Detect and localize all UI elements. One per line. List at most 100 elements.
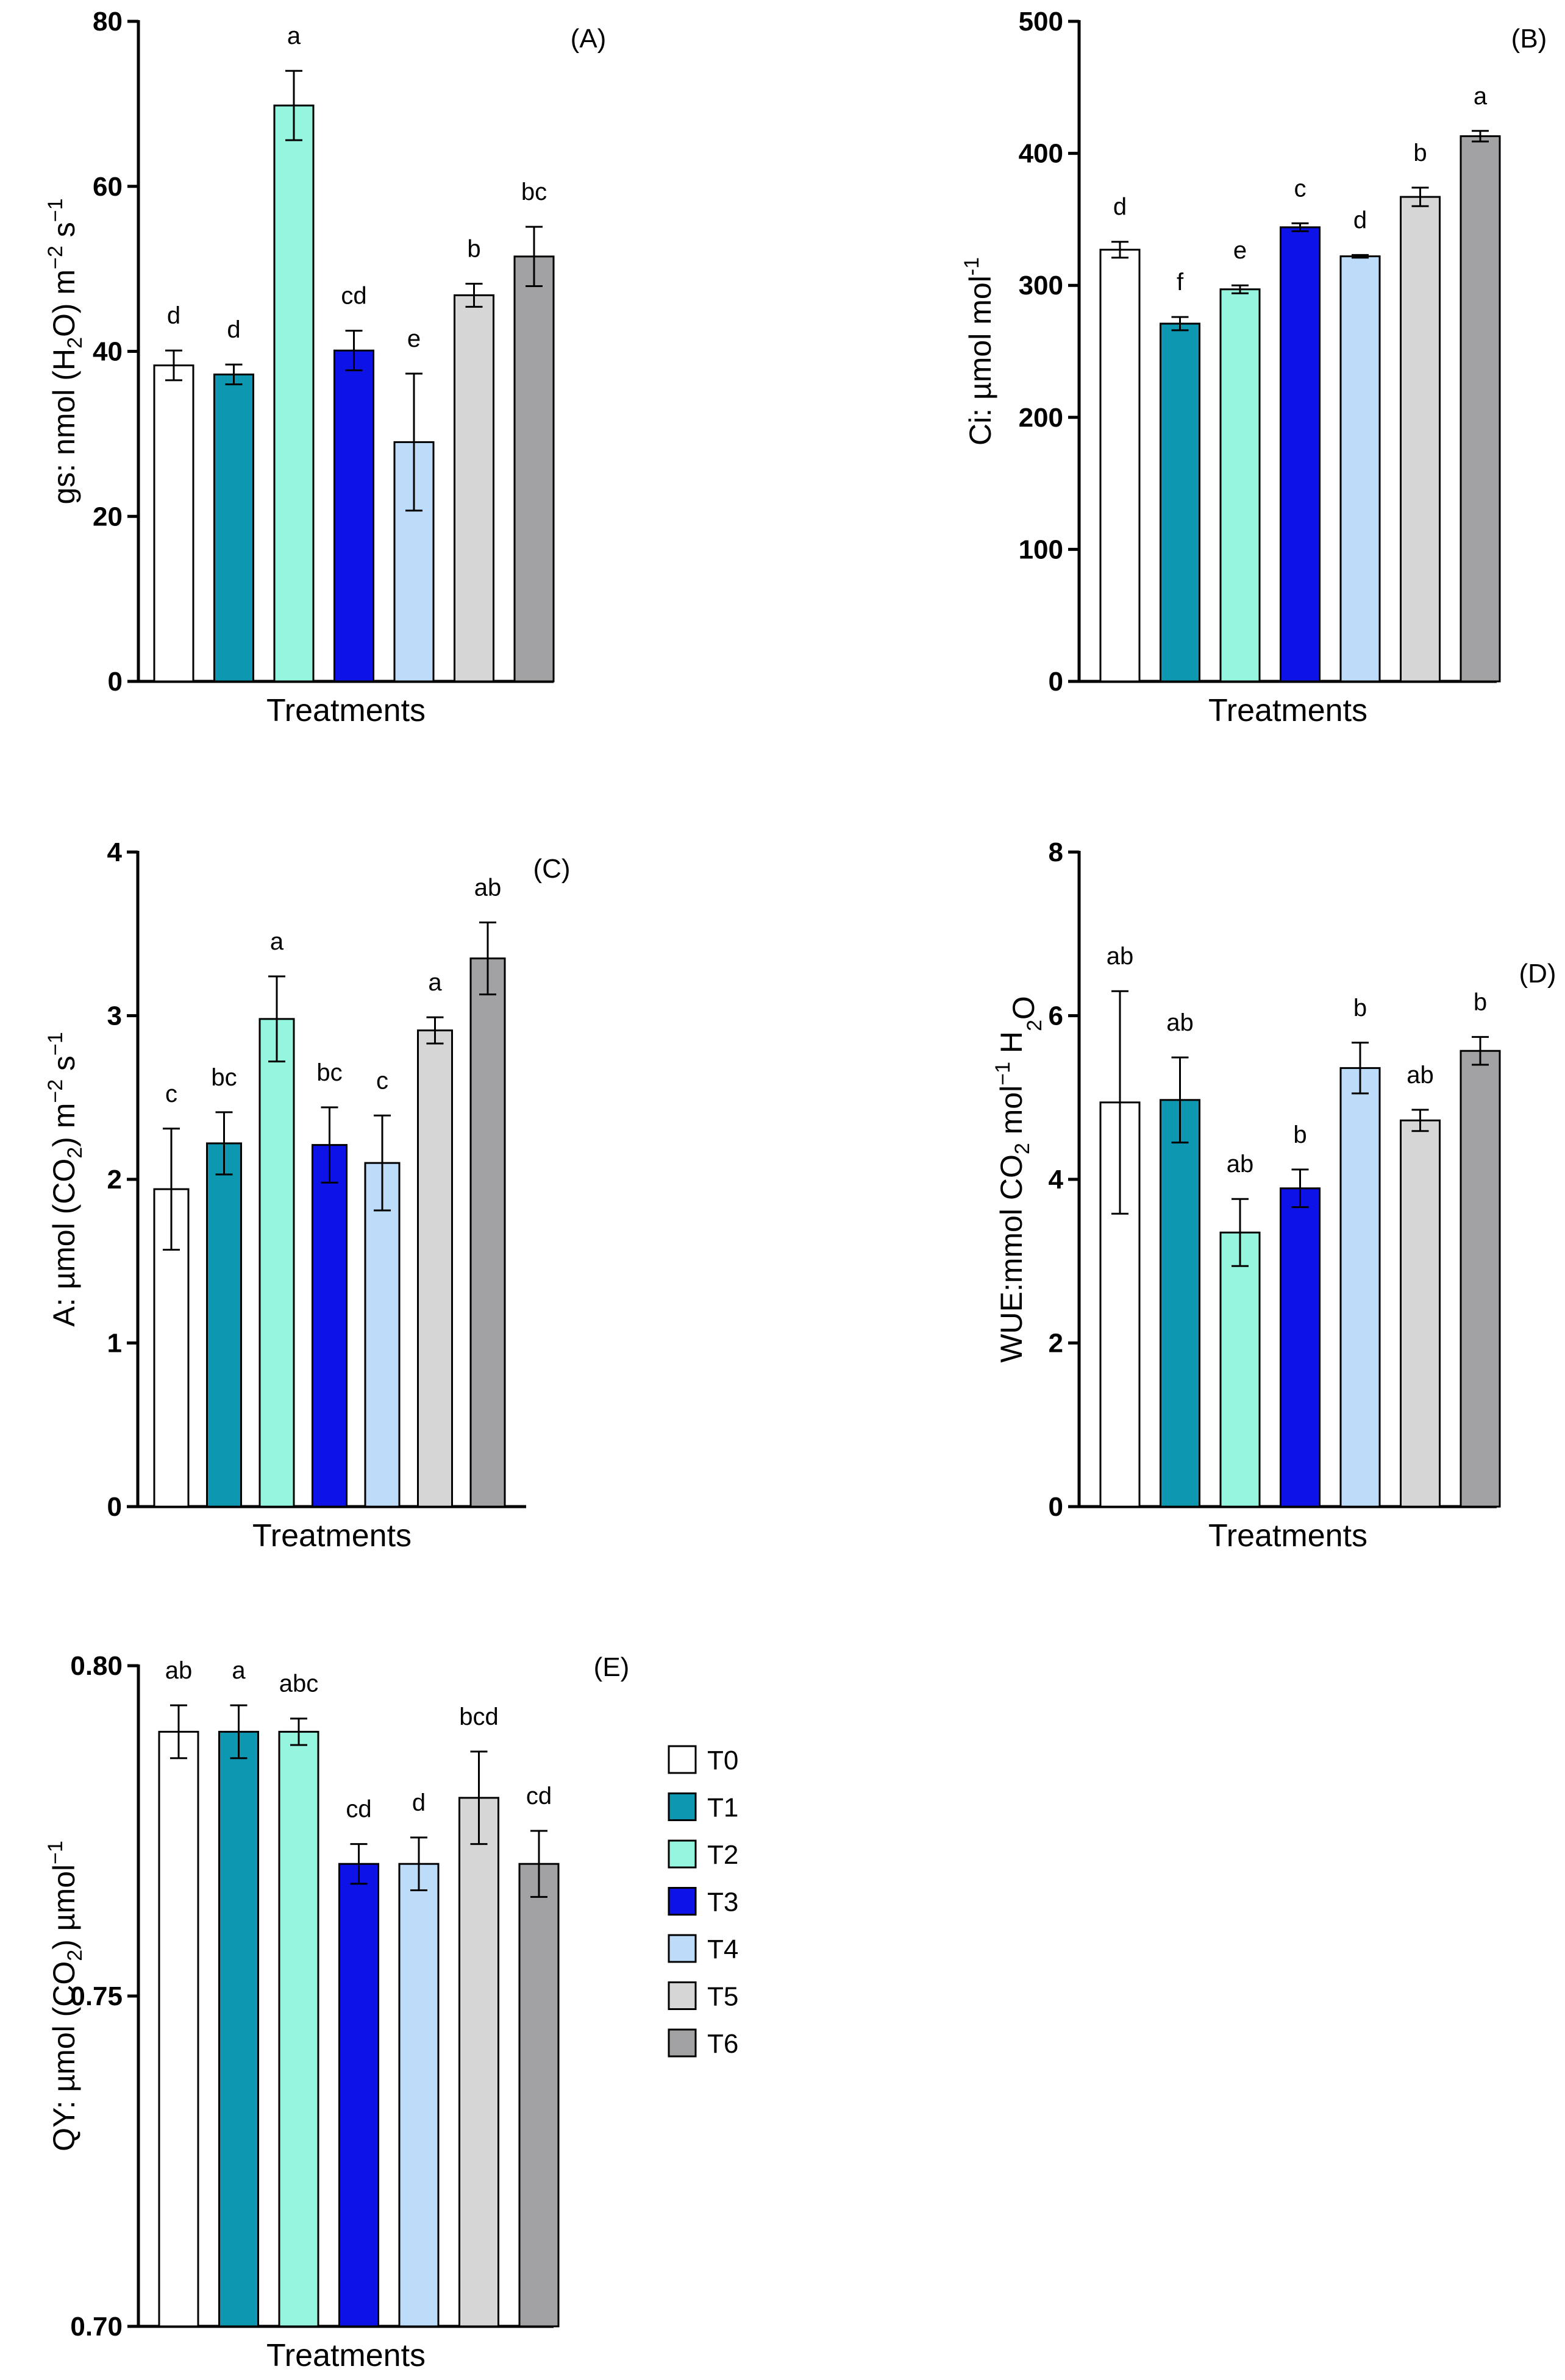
bar-t6 — [518, 1863, 560, 2328]
legend-swatch-t6 — [668, 2028, 697, 2058]
error-bar — [410, 1836, 427, 1892]
error-bar — [285, 69, 302, 141]
error-bar — [321, 1106, 338, 1184]
error-bar — [290, 1718, 307, 1746]
error-bar — [215, 1111, 233, 1176]
significance-letter: cd — [526, 1783, 552, 1810]
significance-letter: ab — [1227, 1151, 1254, 1178]
significance-letter: d — [1113, 194, 1127, 221]
bar-t3 — [312, 1144, 348, 1508]
panel-label: (B) — [1511, 24, 1547, 54]
error-bar — [426, 1016, 444, 1045]
legend-swatch-t4 — [668, 1934, 697, 1963]
panel-b: 0 100 200 300 400 500 d f e c d b a (B) Treatments Ci: … — [960, 7, 1547, 728]
y-tick-label: 8 — [1049, 837, 1063, 867]
error-bar — [530, 1830, 547, 1898]
y-tick-label: 2 — [107, 1165, 122, 1195]
y-axis-title-part: 2 — [1023, 1020, 1046, 1031]
y-tick-label: 20 — [93, 502, 123, 531]
x-axis-title: Treatments — [1208, 693, 1367, 728]
legend-label: T0 — [707, 1746, 738, 1775]
y-axis-title-part: ) m — [47, 1103, 81, 1147]
legend-label: T5 — [707, 1982, 738, 2012]
error-bar — [1232, 284, 1249, 294]
bar-t5 — [454, 294, 494, 683]
y-axis-title: Ci: µmol mol-1 — [960, 257, 997, 446]
y-tick-label: 0 — [1049, 667, 1063, 697]
legend-swatch-t1 — [668, 1792, 697, 1821]
error-bar — [1171, 1056, 1189, 1144]
bar-t6 — [469, 957, 506, 1508]
y-tick-label: 0 — [1049, 1492, 1063, 1522]
y-axis-title-part: -1 — [960, 257, 983, 275]
y-axis-title-part: 2 — [1011, 1143, 1034, 1154]
error-bar — [1411, 186, 1429, 207]
legend-label: T6 — [707, 2029, 738, 2059]
bar-t4 — [1339, 1067, 1381, 1508]
legend-label: T2 — [707, 1840, 738, 1870]
legend-swatch-t0 — [668, 1745, 697, 1774]
significance-letter: ab — [1107, 943, 1134, 970]
y-axis-title-part: QY: µmol (CO — [47, 1961, 81, 2151]
bar-t3 — [333, 349, 374, 683]
panel-label: (E) — [594, 1652, 630, 1682]
significance-letter: ab — [1406, 1062, 1434, 1089]
legend-swatch-t2 — [668, 1839, 697, 1869]
error-bar — [405, 372, 422, 512]
y-tick-label: 4 — [1049, 1165, 1064, 1195]
bar-t5 — [1400, 1119, 1441, 1508]
significance-letter: cd — [346, 1796, 371, 1823]
error-bar — [1411, 1109, 1429, 1132]
y-axis-title-part: −1 — [44, 1841, 67, 1864]
y-axis-title-part: −1 — [44, 1032, 67, 1056]
y-axis-title-part: ) µmol — [47, 1864, 81, 1950]
bar-t4 — [1339, 255, 1381, 683]
bar-t2 — [1219, 288, 1261, 683]
y-tick-label: 4 — [107, 837, 123, 867]
significance-letter: b — [1413, 140, 1427, 166]
bar-t5 — [1400, 196, 1441, 683]
y-axis-title-part: mol — [994, 1085, 1028, 1143]
x-axis-title: Treatments — [266, 693, 426, 728]
significance-letter: cd — [341, 283, 366, 310]
significance-letter: abc — [279, 1671, 319, 1697]
significance-letter: d — [167, 302, 180, 329]
significance-letter: b — [1474, 989, 1487, 1015]
bar-t3 — [338, 1863, 379, 2328]
significance-letter: f — [1177, 269, 1184, 296]
significance-letter: bcd — [459, 1703, 499, 1730]
y-axis-title-part: A: µmol (CO — [47, 1159, 81, 1327]
error-bar — [350, 1843, 368, 1885]
y-axis-title-part: 2 — [63, 1147, 87, 1159]
y-tick-label: 200 — [1019, 403, 1063, 433]
y-tick-label: 500 — [1019, 7, 1063, 37]
y-tick-label: 60 — [93, 172, 123, 202]
y-axis-title-part: H — [994, 1031, 1028, 1062]
error-bar — [345, 330, 363, 372]
error-bar — [526, 226, 543, 288]
error-bar — [230, 1704, 248, 1760]
bar-t5 — [458, 1797, 499, 2328]
bar-t2 — [1219, 1231, 1261, 1508]
bar-t3 — [1280, 1187, 1321, 1508]
y-axis-title-part: 2 — [63, 1950, 87, 1961]
significance-letter: c — [376, 1067, 388, 1094]
significance-letter: ab — [474, 874, 502, 901]
significance-letter: e — [1233, 237, 1247, 264]
bar-t6 — [1460, 1050, 1501, 1508]
legend-label: T3 — [707, 1888, 738, 1917]
error-bar — [165, 349, 182, 382]
y-axis-title-part: gs: nmol (H — [47, 349, 81, 505]
y-tick-label: 400 — [1019, 139, 1063, 169]
bar-t0 — [1099, 249, 1141, 683]
error-bar — [1111, 241, 1128, 259]
legend-label: T1 — [707, 1793, 738, 1823]
significance-letter: bc — [521, 179, 547, 205]
error-bar — [1352, 254, 1369, 259]
y-axis-title-part: O — [1007, 996, 1041, 1020]
y-axis-title-part: −1 — [991, 1062, 1014, 1085]
significance-letter: d — [227, 316, 240, 343]
legend-label: T4 — [707, 1934, 738, 1964]
y-axis-title-part: Ci: µmol mol — [963, 275, 997, 446]
bar-t4 — [364, 1162, 401, 1508]
